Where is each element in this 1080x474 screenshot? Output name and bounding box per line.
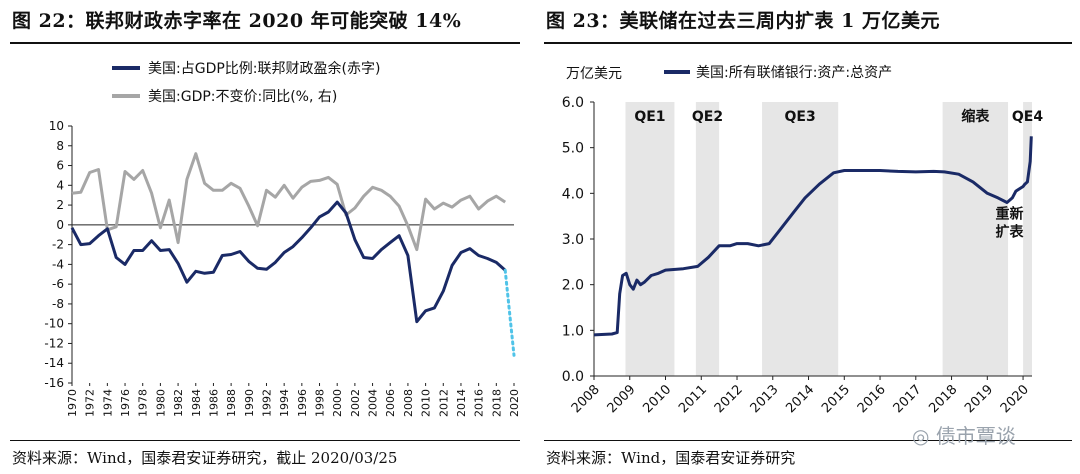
right-y-tick-label: 0.0 — [562, 369, 584, 385]
left-y-tick-label: 8 — [56, 139, 64, 153]
right-period-label: QE4 — [1012, 109, 1043, 125]
right-x-tick-label: 2008 — [569, 382, 603, 416]
left-x-tick-label: 1970 — [66, 389, 79, 417]
left-x-tick-label: 1996 — [296, 389, 309, 417]
left-x-tick-label: 2016 — [473, 389, 486, 417]
left-y-tick-label: 4 — [56, 178, 64, 192]
left-chart-title: 图 22：联邦财政赤字率在 2020 年可能突破 14% — [12, 10, 462, 32]
right-annotation-line1: 重新 — [995, 205, 1023, 222]
left-x-tick-label: 2000 — [331, 389, 344, 417]
left-title-rule — [10, 42, 520, 44]
left-series-projection-line — [503, 268, 516, 357]
right-series-fed-assets-line — [593, 136, 1033, 337]
right-y-tick-label: 1.0 — [562, 323, 584, 339]
left-legend-label-gdp: 美国:GDP:不变价:同比(%, 右) — [148, 89, 337, 105]
right-x-tick-label: 2011 — [676, 382, 710, 416]
right-x-tick-label: 2019 — [962, 382, 996, 416]
right-x-tick-label: 2012 — [712, 382, 746, 416]
left-source-note: 资料来源：Wind，国泰君安证券研究，截止 2020/03/25 — [12, 449, 398, 467]
right-title-rule — [544, 42, 1072, 44]
left-y-tick-label: -16 — [44, 376, 64, 390]
right-x-tick-label: 2016 — [855, 382, 889, 416]
left-x-tick-label: 1998 — [314, 389, 327, 417]
left-y-tick-label: -2 — [52, 238, 64, 252]
right-y-tick-label: 3.0 — [562, 232, 584, 248]
right-x-tick-label: 2020 — [998, 382, 1032, 416]
left-x-tick-label: 2002 — [349, 389, 362, 417]
right-y-unit-label: 万亿美元 — [566, 66, 622, 82]
left-series-deficit-line — [70, 200, 507, 324]
left-x-tick-label: 1982 — [172, 389, 185, 417]
left-y-tick-label: -6 — [52, 277, 64, 291]
left-x-tick-label: 2010 — [420, 389, 433, 417]
left-y-tick-label: 10 — [49, 119, 64, 133]
right-period-label: QE1 — [634, 109, 665, 125]
right-period-label: QE3 — [785, 109, 816, 125]
left-footer-rule — [10, 440, 520, 441]
right-chart-title: 图 23：美联储在过去三周内扩表 1 万亿美元 — [546, 10, 941, 32]
watermark: ◎ 债市覃谈 — [912, 420, 1016, 449]
left-y-tick-label: 6 — [56, 159, 64, 173]
left-x-tick-label: 1978 — [137, 389, 150, 417]
left-x-tick-label: 1994 — [278, 389, 291, 417]
right-shaded-period — [762, 102, 839, 376]
right-footer-rule — [544, 440, 1072, 441]
right-x-tick-label: 2015 — [819, 382, 853, 416]
right-x-tick-label: 2010 — [640, 382, 674, 416]
right-x-tick-label: 2018 — [926, 382, 960, 416]
left-y-tick-label: -4 — [52, 257, 64, 271]
right-shaded-period — [625, 102, 675, 376]
right-source-note: 资料来源：Wind，国泰君安证券研究 — [546, 449, 796, 467]
right-y-tick-label: 4.0 — [562, 186, 584, 202]
left-x-tick-label: 2018 — [490, 389, 503, 417]
left-x-tick-label: 1984 — [190, 389, 203, 417]
left-x-tick-label: 1986 — [207, 389, 220, 417]
right-shaded-period — [1023, 102, 1032, 376]
left-x-tick-label: 1976 — [119, 389, 132, 417]
left-series-gdp-line — [71, 152, 507, 252]
right-x-tick-label: 2013 — [748, 382, 782, 416]
right-y-tick-label: 5.0 — [562, 141, 584, 157]
left-x-tick-label: 1974 — [101, 389, 114, 417]
right-period-label: QE2 — [692, 109, 723, 125]
watermark-text: 债市覃谈 — [935, 424, 1016, 448]
wechat-icon: ◎ — [912, 424, 930, 448]
right-x-tick-label: 2017 — [891, 382, 925, 416]
left-y-tick-label: -12 — [44, 336, 64, 350]
right-x-tick-label: 2009 — [605, 382, 639, 416]
left-y-tick-label: -10 — [44, 317, 64, 331]
left-y-tick-label: -14 — [44, 356, 64, 370]
right-shaded-period — [695, 102, 720, 376]
right-y-tick-label: 6.0 — [562, 95, 584, 111]
left-y-tick-label: -8 — [52, 297, 64, 311]
right-period-label: 缩表 — [961, 108, 990, 125]
right-shaded-period — [942, 102, 1009, 376]
right-x-tick-label: 2014 — [783, 382, 817, 416]
left-x-tick-label: 2014 — [455, 389, 468, 417]
left-x-tick-label: 2008 — [402, 389, 415, 417]
left-y-tick-label: 2 — [56, 198, 64, 212]
left-x-tick-label: 1990 — [243, 389, 256, 417]
left-y-tick-label: 0 — [56, 218, 64, 232]
left-x-tick-label: 1972 — [84, 389, 97, 417]
left-x-tick-label: 1980 — [154, 389, 167, 417]
right-y-tick-label: 2.0 — [562, 278, 584, 294]
left-x-tick-label: 2006 — [384, 389, 397, 417]
left-x-tick-label: 2012 — [437, 389, 450, 417]
left-x-tick-label: 1992 — [260, 389, 273, 417]
right-annotation-line2: 扩表 — [995, 224, 1024, 241]
left-x-tick-label: 2004 — [367, 389, 380, 417]
left-x-tick-label: 2020 — [508, 389, 521, 417]
left-legend-label-deficit: 美国:占GDP比例:联邦财政盈余(赤字) — [148, 60, 380, 77]
left-x-tick-label: 1988 — [225, 389, 238, 417]
right-legend-label: 美国:所有联储银行:资产:总资产 — [696, 65, 892, 81]
